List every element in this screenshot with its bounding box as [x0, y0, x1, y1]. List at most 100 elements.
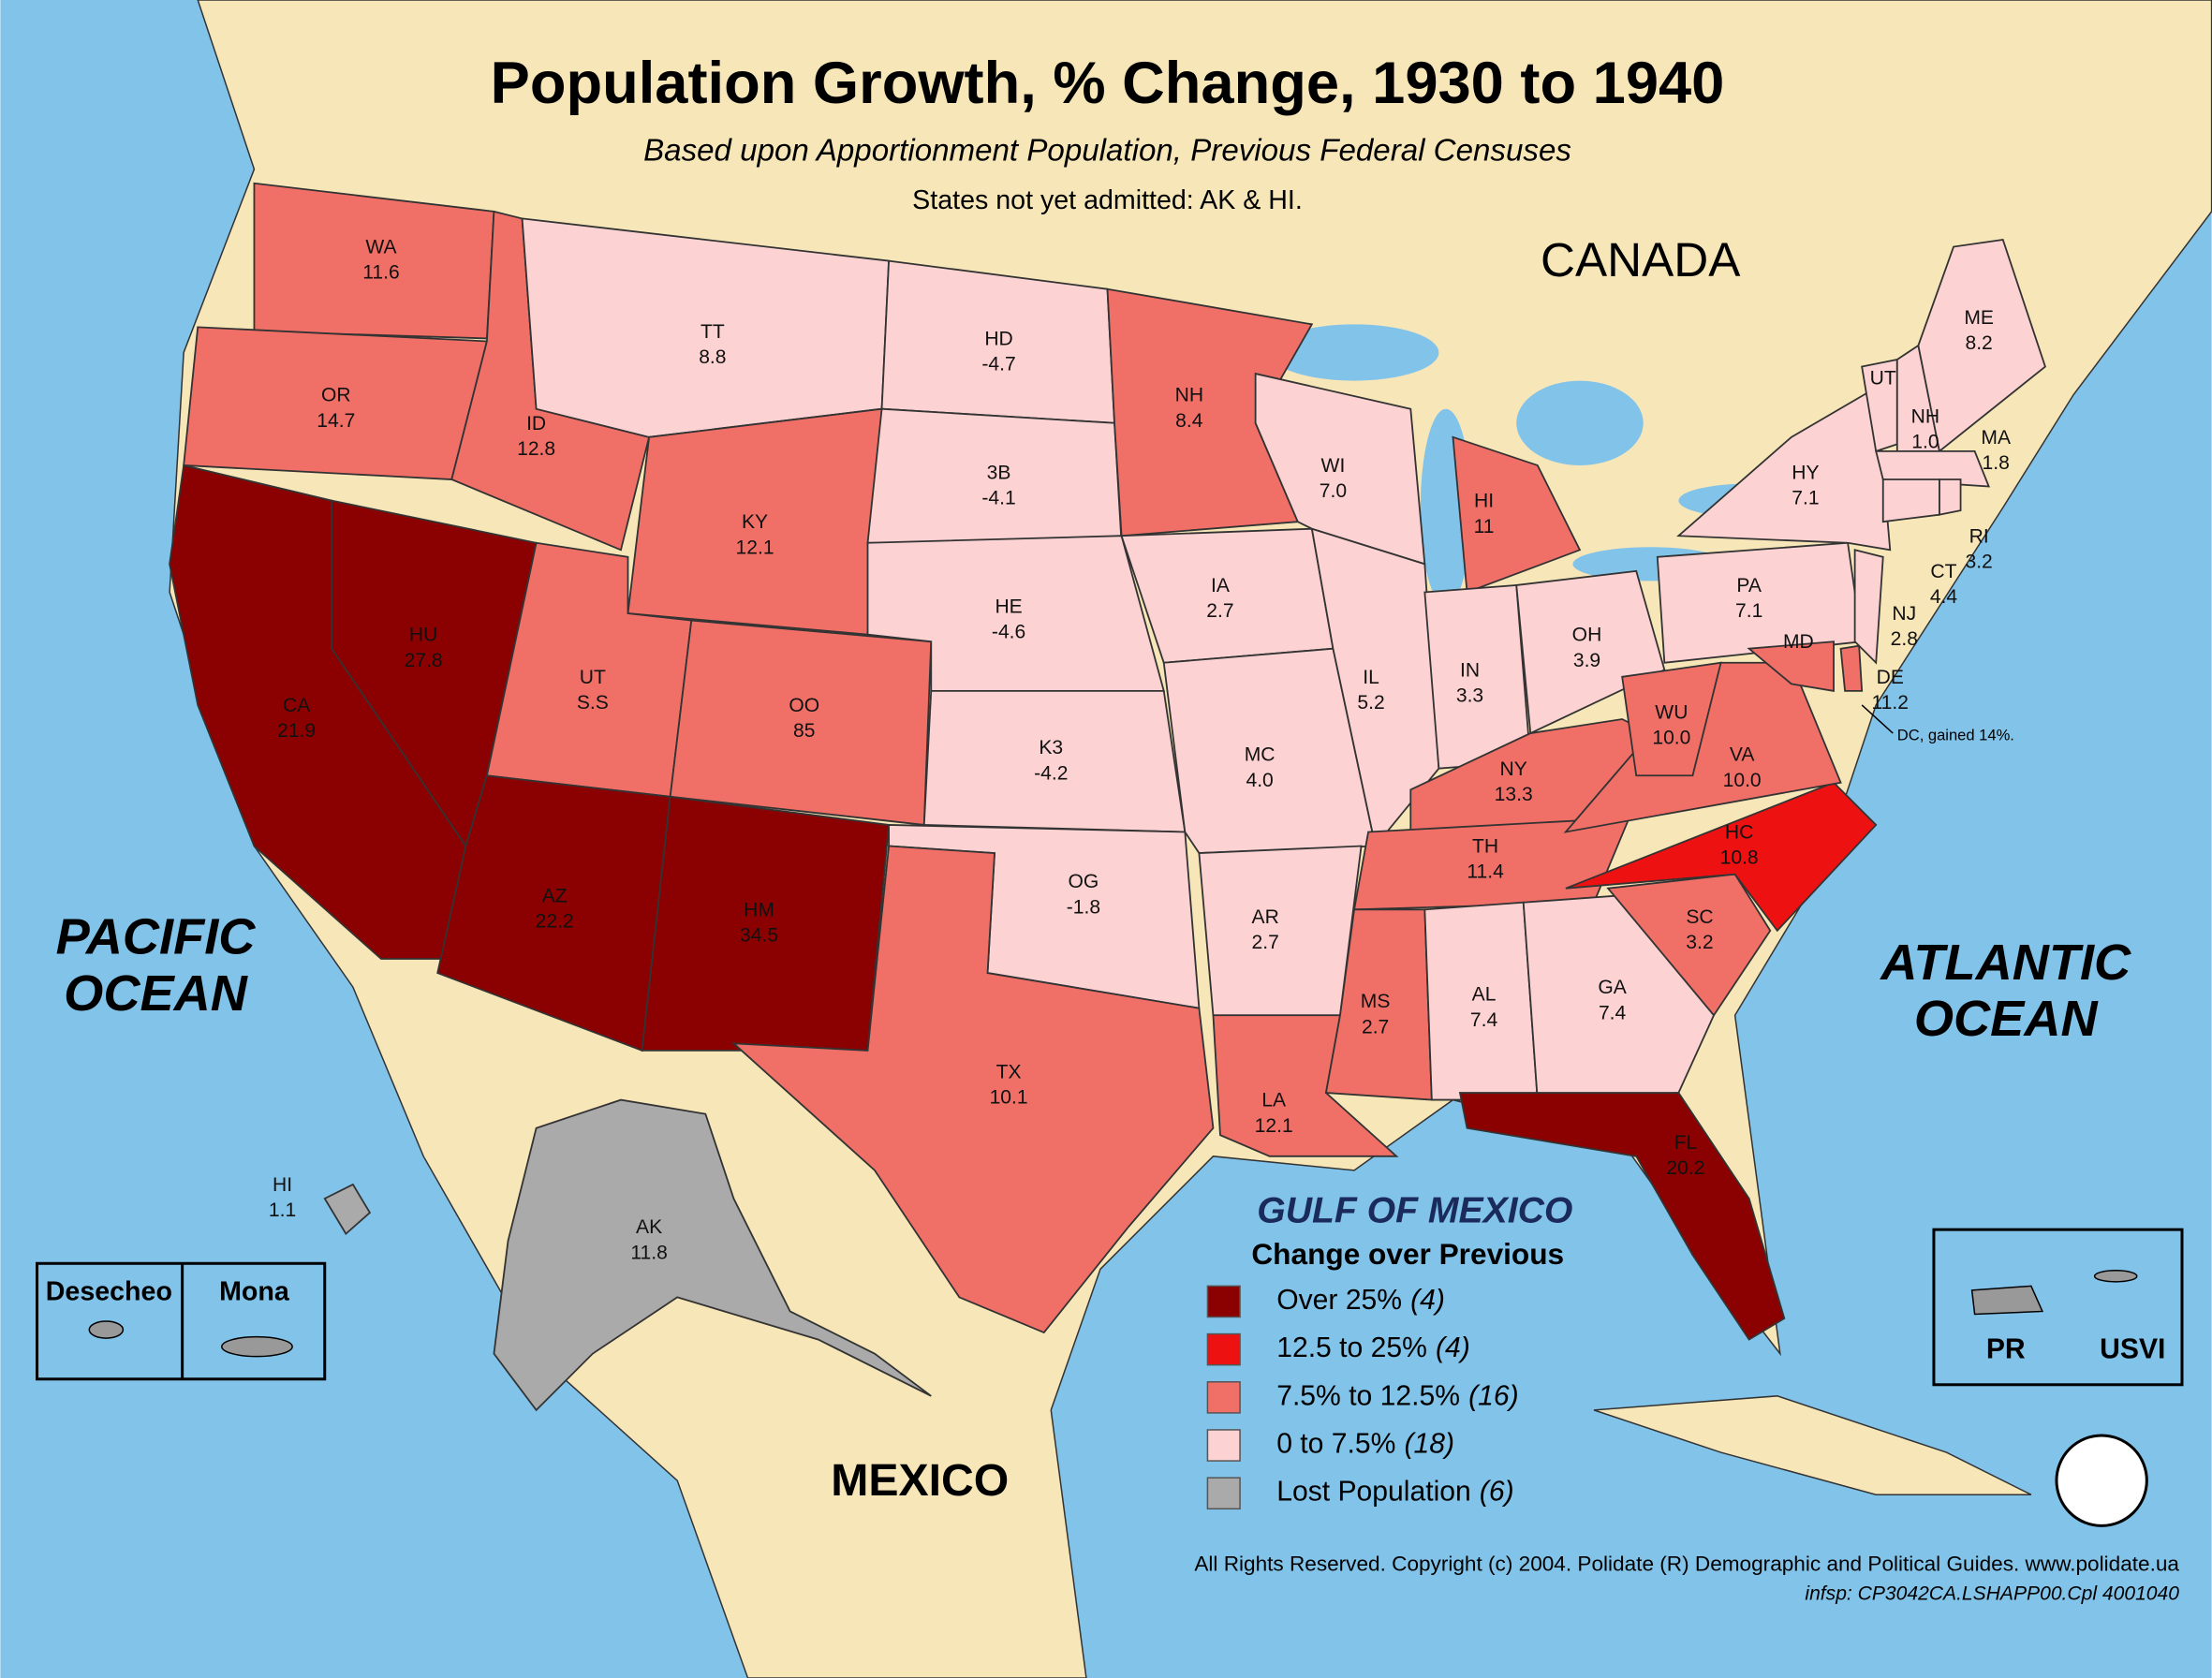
- legend-label: 7.5% to 12.5%: [1276, 1380, 1460, 1411]
- state-value: 1.0: [1911, 431, 1939, 452]
- state: [493, 1098, 932, 1412]
- state-value: 2.7: [1252, 932, 1279, 953]
- legend-count: (4): [1436, 1332, 1470, 1363]
- state-abbr: DE: [1877, 667, 1904, 688]
- state-value: 8.8: [699, 346, 726, 368]
- state-abbr: NH: [1911, 405, 1939, 427]
- legend-swatch: [1206, 1381, 1241, 1414]
- cuba: [1593, 1395, 2032, 1495]
- state: [253, 182, 495, 340]
- state-abbr: CA: [283, 695, 311, 716]
- state-value: 4.0: [1246, 770, 1273, 791]
- state-abbr: K3: [1039, 737, 1063, 758]
- state: [1452, 435, 1582, 594]
- state-abbr: 3B: [987, 463, 1011, 484]
- state-abbr: AL: [1472, 984, 1497, 1006]
- state-value: S.S: [577, 692, 609, 714]
- state-value: 3.9: [1573, 650, 1600, 671]
- state-abbr: KY: [742, 511, 768, 533]
- state-abbr: TH: [1472, 836, 1498, 858]
- note: States not yet admitted: AK & HI.: [912, 185, 1303, 215]
- code: infsp: CP3042CA.LSHAPP00.Cpl 4001040: [1805, 1583, 2179, 1605]
- state-value: 11: [1474, 516, 1495, 537]
- state-value: 8.2: [1965, 332, 1992, 354]
- state-abbr: MS: [1361, 991, 1391, 1012]
- legend-swatch: [1206, 1429, 1241, 1462]
- inset-desecheo: Desecheo Mona: [36, 1261, 327, 1381]
- state-value: 3.2: [1686, 932, 1713, 953]
- legend-label: Over 25%: [1276, 1285, 1402, 1316]
- state-value: 7.4: [1470, 1009, 1498, 1031]
- copyright: All Rights Reserved. Copyright (c) 2004.…: [1194, 1552, 2179, 1575]
- legend-count: (6): [1480, 1477, 1514, 1508]
- inset-label: PR: [1986, 1334, 2026, 1365]
- inset-pr: PR USVI: [1932, 1228, 2184, 1387]
- state-abbr: IN: [1460, 659, 1480, 681]
- state: [1839, 644, 1864, 692]
- state-value: 7.4: [1599, 1002, 1627, 1023]
- legend-label: 0 to 7.5%: [1276, 1428, 1395, 1459]
- legend-label: 12.5 to 25%: [1276, 1332, 1427, 1363]
- legend-swatch: [1206, 1332, 1241, 1366]
- state-value: 2.8: [1891, 628, 1918, 650]
- legend-title: Change over Previous: [1251, 1237, 1564, 1271]
- state-value: 34.5: [740, 924, 778, 946]
- inset-label: USVI: [2100, 1334, 2165, 1365]
- legend: Over 25% (4) 12.5 to 25% (4) 7.5% to 12.5% (1…: [1206, 1285, 1519, 1510]
- state-abbr: VA: [1730, 744, 1755, 766]
- state-abbr: ID: [526, 413, 546, 434]
- state-abbr: SC: [1686, 906, 1713, 928]
- gulf: GULF OF MEXICO: [1257, 1190, 1572, 1230]
- state-abbr: UT: [1870, 368, 1896, 390]
- state-value: 12.1: [1255, 1115, 1293, 1137]
- state-value: 2.7: [1362, 1016, 1389, 1038]
- atlantic: ATLANTIC: [1879, 935, 2131, 991]
- state-abbr: PA: [1736, 575, 1762, 596]
- state-abbr: HC: [1725, 822, 1753, 844]
- state-value: 11.2: [1872, 692, 1909, 714]
- state-value: 20.2: [1666, 1157, 1704, 1179]
- legend-swatch: [1206, 1477, 1241, 1510]
- state: [1606, 873, 1772, 1017]
- legend-count: (18): [1404, 1428, 1454, 1459]
- state-abbr: OG: [1069, 871, 1099, 892]
- state-abbr: NH: [1175, 385, 1203, 406]
- state-value: 5.2: [1357, 692, 1384, 714]
- state-abbr: IA: [1211, 575, 1231, 596]
- state: [1565, 781, 1878, 933]
- state: [436, 774, 671, 1052]
- state-abbr: LA: [1261, 1090, 1287, 1111]
- state-value: 10.1: [990, 1087, 1028, 1109]
- state-abbr: IL: [1363, 667, 1379, 688]
- state-value: 21.9: [277, 720, 316, 742]
- state-value: -4.6: [992, 622, 1025, 643]
- state-value: -4.2: [1034, 762, 1068, 784]
- dc-leader: [1861, 704, 1894, 734]
- legend-label: Lost Population: [1276, 1477, 1471, 1508]
- state: [1917, 238, 2046, 453]
- state-abbr: WI: [1321, 455, 1346, 477]
- legend-count: (4): [1410, 1285, 1445, 1316]
- state-abbr: FL: [1674, 1132, 1698, 1154]
- state: [1939, 478, 1962, 516]
- states: [169, 182, 2046, 1412]
- state-abbr: RI: [1969, 525, 1989, 547]
- state-value: 27.8: [405, 650, 443, 671]
- canada: CANADA: [1541, 233, 1741, 287]
- inset-label: Mona: [219, 1276, 290, 1306]
- state: [1198, 845, 1363, 1017]
- state: [1515, 569, 1666, 735]
- state-value: 3.2: [1965, 551, 1992, 572]
- state-abbr: WA: [365, 237, 397, 258]
- state: [323, 1183, 372, 1236]
- state-abbr: GA: [1598, 977, 1627, 998]
- state: [1324, 908, 1433, 1101]
- state-abbr: OR: [321, 385, 351, 406]
- state-value: 14.7: [317, 410, 355, 432]
- dc-note: DC, gained 14%.: [1897, 726, 2014, 743]
- state-abbr: UT: [580, 667, 606, 688]
- legend-swatch: [1206, 1285, 1241, 1318]
- state-value: 10.8: [1720, 847, 1759, 869]
